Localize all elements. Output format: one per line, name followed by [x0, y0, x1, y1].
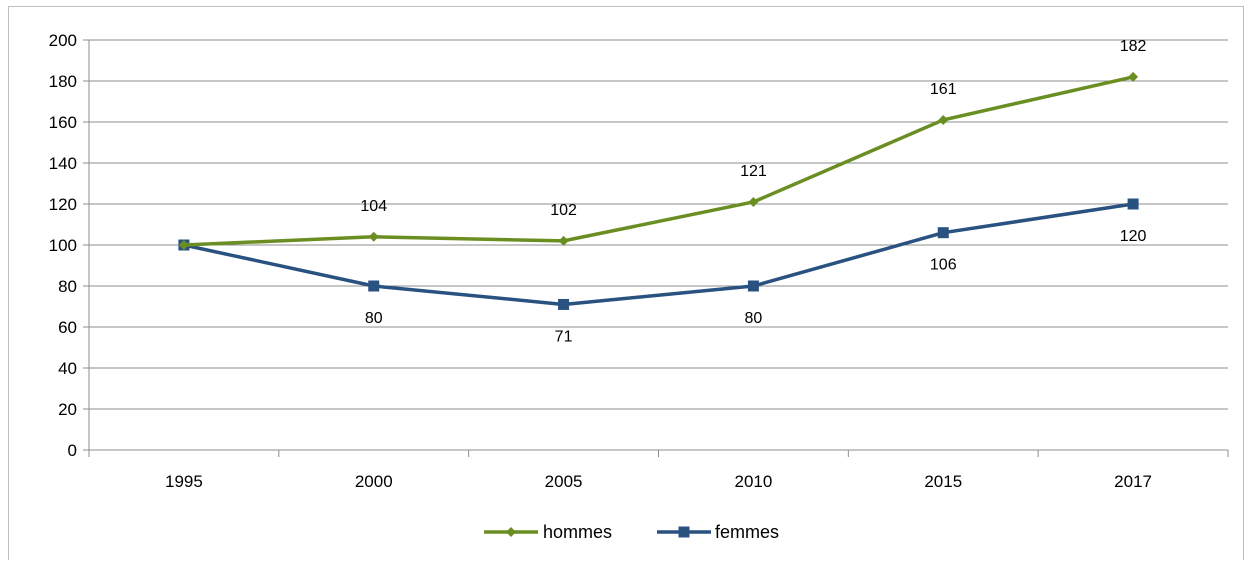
diamond-marker — [1128, 71, 1139, 82]
x-tick-label: 2000 — [355, 472, 393, 491]
data-label: 120 — [1120, 228, 1147, 245]
square-marker — [368, 280, 380, 292]
y-tick-label: 120 — [49, 195, 77, 214]
square-marker — [747, 280, 759, 292]
diamond-marker — [938, 114, 949, 125]
data-label: 71 — [555, 328, 573, 345]
y-tick-label: 40 — [58, 359, 77, 378]
series-line-femmes — [183, 202, 1134, 307]
x-tick-label: 2017 — [1114, 472, 1152, 491]
diamond-marker — [748, 196, 759, 207]
data-label: 182 — [1120, 38, 1147, 55]
y-tick-label: 180 — [49, 72, 77, 91]
y-tick-label: 60 — [58, 318, 77, 337]
x-tick-label: 2010 — [735, 472, 773, 491]
diamond-marker — [506, 527, 516, 537]
legend-item-femmes: femmes — [657, 522, 779, 542]
diamond-marker — [558, 235, 569, 246]
x-tick-label: 2015 — [924, 472, 962, 491]
data-label: 102 — [550, 202, 577, 219]
square-marker — [937, 227, 949, 239]
data-label: 161 — [930, 81, 957, 98]
data-label: 80 — [745, 310, 763, 327]
y-tick-label: 140 — [49, 154, 77, 173]
square-marker — [558, 298, 570, 310]
square-marker — [1127, 198, 1139, 210]
legend-label: hommes — [543, 522, 612, 542]
data-labels: 80 71 80 106 120 104 102 121 161 182 — [360, 38, 1146, 346]
y-tick-label: 160 — [49, 113, 77, 132]
y-tick-label: 0 — [68, 441, 77, 460]
gridlines — [89, 39, 1228, 410]
x-tick-label: 1995 — [165, 472, 203, 491]
series-lines — [178, 71, 1139, 310]
square-marker — [678, 526, 690, 538]
diamond-marker — [178, 240, 189, 250]
data-label: 104 — [360, 198, 387, 215]
x-tick-label: 2005 — [545, 472, 583, 491]
axes: 0 20 40 60 80 100 120 140 160 180 200 1995 2000 2005 2… — [49, 31, 1229, 491]
y-tick-label: 80 — [58, 277, 77, 296]
chart-frame — [8, 6, 1244, 560]
series-line-hommes — [183, 75, 1134, 247]
legend: hommes femmes — [484, 522, 779, 542]
y-tick-label: 200 — [49, 31, 77, 50]
y-tick-label: 20 — [58, 400, 77, 419]
y-tick-label: 100 — [49, 236, 77, 255]
data-label: 121 — [740, 163, 767, 180]
legend-item-hommes: hommes — [484, 522, 612, 542]
data-label: 106 — [930, 257, 957, 274]
legend-label: femmes — [715, 522, 779, 542]
diamond-marker — [368, 231, 379, 242]
data-label: 80 — [365, 310, 383, 327]
